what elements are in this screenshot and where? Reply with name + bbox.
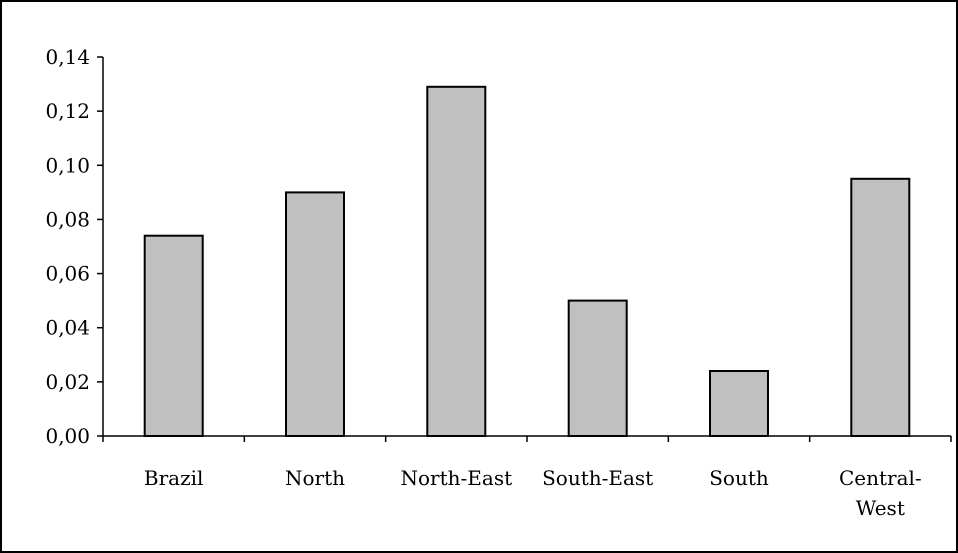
bar (709, 370, 769, 437)
bar (850, 177, 911, 438)
y-tick-label: 0,00 (45, 424, 90, 448)
bar (426, 85, 487, 438)
x-category-label: Central-West (839, 466, 922, 520)
y-tick-label: 0,12 (45, 99, 90, 123)
y-tick-label: 0,06 (45, 262, 90, 286)
bar (285, 191, 345, 437)
bar (567, 299, 628, 437)
bar (143, 234, 204, 437)
y-tick-label: 0,02 (45, 370, 90, 394)
y-tick-label: 0,14 (45, 45, 90, 69)
y-tick-label: 0,04 (45, 316, 90, 340)
y-tick-label: 0,10 (45, 153, 90, 177)
x-category-label: South (709, 466, 769, 490)
plot-area: 0,00 0,02 0,04 0,06 0,08 0,10 0,12 0,14 Brazil No… (45, 45, 952, 520)
y-tick-label: 0,08 (45, 207, 90, 231)
x-category-label: North-East (401, 466, 513, 490)
x-category-label: North (285, 466, 345, 490)
x-category-label: South-East (542, 466, 653, 490)
x-category-label: Brazil (144, 466, 204, 490)
